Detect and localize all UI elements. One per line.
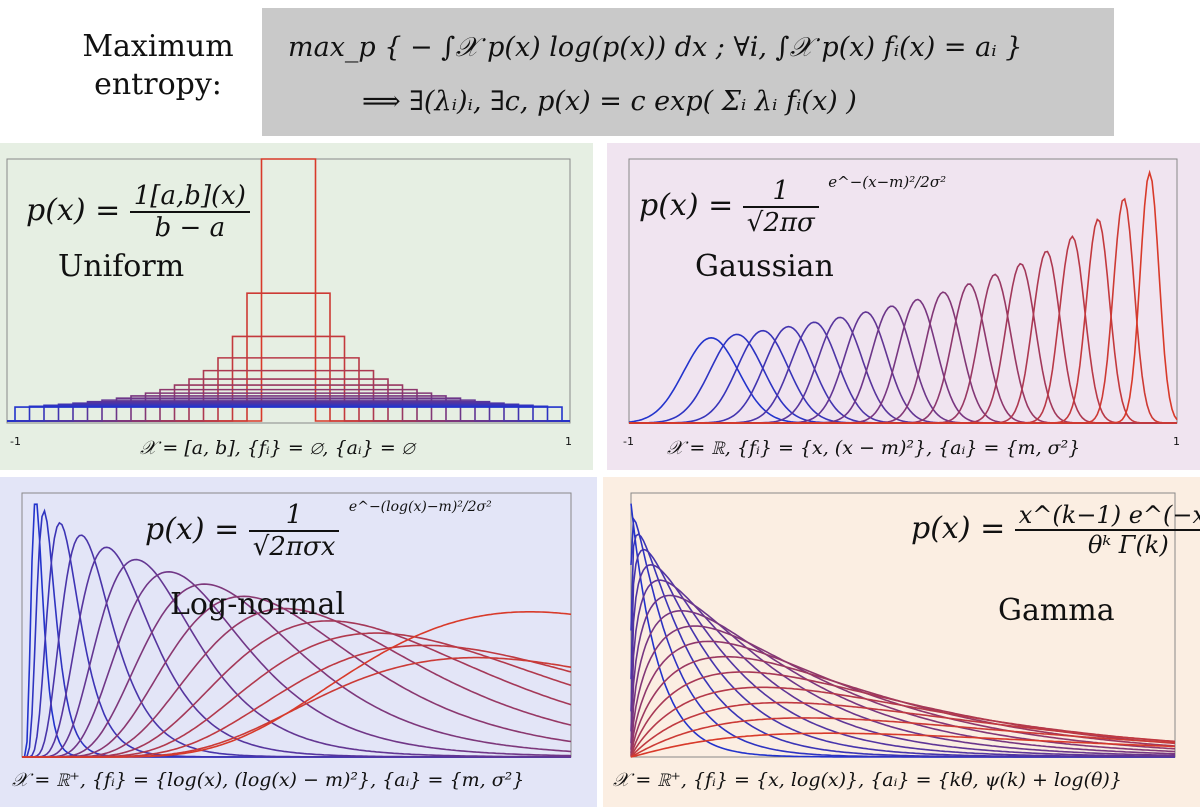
uniform-plot bbox=[0, 143, 593, 470]
gamma-curve-13 bbox=[630, 701, 1176, 758]
uniform-box-12 bbox=[7, 400, 570, 422]
lognormal-curve-9 bbox=[22, 607, 572, 758]
uniform-box-16 bbox=[7, 405, 570, 422]
gamma-curve-14 bbox=[630, 717, 1176, 758]
lognormal-exponent: e^−(log(x)−m)²/2σ² bbox=[348, 499, 492, 515]
uniform-box-17 bbox=[7, 406, 570, 422]
lognormal-fraction: 1 √2πσx bbox=[248, 500, 340, 562]
gaussian-lhs: p(x) = bbox=[639, 188, 734, 223]
uniform-background bbox=[0, 143, 593, 470]
gaussian-fraction: 1 √2πσ bbox=[742, 176, 819, 238]
uniform-denominator: b − a bbox=[129, 211, 250, 243]
gaussian-formula: p(x) = 1 √2πσ e^−(x−m)²/2σ² bbox=[639, 173, 946, 238]
gaussian-support: 𝒳 = ℝ, {fᵢ} = {x, (x − m)²}, {aᵢ} = {m, … bbox=[667, 437, 1081, 459]
gamma-curve-5 bbox=[630, 579, 1175, 758]
gaussian-tick-min: -1 bbox=[623, 435, 634, 448]
lognormal-curve-14 bbox=[22, 611, 572, 758]
formula-line-2: ⟹ ∃(λᵢ)ᵢ, ∃c, p(x) = c exp( Σᵢ λᵢ fᵢ(x) … bbox=[362, 86, 857, 117]
gamma-denominator: θᵏ Γ(k) bbox=[1014, 529, 1200, 559]
gamma-numerator: x^(k−1) e^(−x/θ) bbox=[1018, 501, 1200, 529]
formula-line-1: max_p { − ∫𝒳 p(x) log(p(x)) dx ; ∀i, ∫𝒳 … bbox=[288, 32, 1023, 63]
uniform-tick-max: 1 bbox=[565, 435, 572, 448]
lognormal-support: 𝒳 = ℝ⁺, {fᵢ} = {log(x), (log(x) − m)²}, … bbox=[12, 769, 525, 791]
uniform-box-13 bbox=[7, 402, 570, 422]
lognormal-name: Log-normal bbox=[170, 587, 345, 622]
lognormal-lhs: p(x) = bbox=[145, 512, 240, 547]
panel-lognormal: p(x) = 1 √2πσx e^−(log(x)−m)²/2σ² Log-no… bbox=[0, 477, 597, 807]
gaussian-plot bbox=[607, 143, 1200, 470]
gamma-name: Gamma bbox=[998, 593, 1115, 628]
panel-gamma: p(x) = x^(k−1) e^(−x/θ) θᵏ Γ(k) Gamma 𝒳 … bbox=[603, 477, 1200, 807]
uniform-box-15 bbox=[7, 404, 570, 422]
lognormal-plot bbox=[0, 477, 597, 807]
gamma-curve-6 bbox=[630, 594, 1175, 757]
lognormal-background bbox=[0, 477, 597, 807]
uniform-name: Uniform bbox=[58, 249, 185, 284]
gamma-formula: p(x) = x^(k−1) e^(−x/θ) θᵏ Γ(k) bbox=[911, 501, 1200, 559]
lognormal-curve-5 bbox=[22, 558, 571, 758]
gaussian-exponent: e^−(x−m)²/2σ² bbox=[828, 173, 947, 191]
uniform-tick-min: -1 bbox=[10, 435, 21, 448]
lognormal-formula: p(x) = 1 √2πσx e^−(log(x)−m)²/2σ² bbox=[145, 499, 492, 562]
lognormal-numerator: 1 bbox=[285, 500, 303, 530]
gaussian-numerator: 1 bbox=[772, 176, 790, 206]
gamma-curve-7 bbox=[630, 610, 1175, 755]
gamma-lhs: p(x) = bbox=[911, 511, 1006, 546]
max-entropy-formula-box: max_p { − ∫𝒳 p(x) log(p(x)) dx ; ∀i, ∫𝒳 … bbox=[262, 8, 1114, 136]
gaussian-name: Gaussian bbox=[695, 249, 834, 284]
gamma-fraction: x^(k−1) e^(−x/θ) θᵏ Γ(k) bbox=[1014, 501, 1200, 559]
lognormal-denominator: √2πσx bbox=[248, 530, 340, 562]
lognormal-curve-10 bbox=[22, 620, 572, 758]
panel-uniform: p(x) = 1[a,b](x) b − a Uniform -1 1 𝒳 = … bbox=[0, 143, 593, 470]
uniform-fraction: 1[a,b](x) b − a bbox=[129, 181, 250, 243]
uniform-support: 𝒳 = [a, b], {fᵢ} = ∅, {aᵢ} = ∅ bbox=[140, 437, 415, 459]
gaussian-tick-max: 1 bbox=[1173, 435, 1180, 448]
gamma-plot bbox=[603, 477, 1200, 807]
gaussian-curve-17 bbox=[629, 169, 1178, 424]
gamma-curve-15 bbox=[630, 732, 1176, 758]
gamma-curve-4 bbox=[630, 563, 1175, 758]
lognormal-curve-8 bbox=[22, 595, 572, 758]
panel-gaussian: p(x) = 1 √2πσ e^−(x−m)²/2σ² Gaussian -1 … bbox=[607, 143, 1200, 470]
maximum-entropy-label: Maximum entropy: bbox=[82, 29, 234, 102]
uniform-formula: p(x) = 1[a,b](x) b − a bbox=[26, 181, 250, 243]
lognormal-curve-6 bbox=[22, 570, 572, 758]
uniform-lhs: p(x) = bbox=[26, 193, 121, 228]
uniform-box-14 bbox=[7, 403, 570, 422]
lognormal-curve-7 bbox=[22, 583, 572, 758]
gaussian-denominator: √2πσ bbox=[742, 206, 819, 238]
gamma-support: 𝒳 = ℝ⁺, {fᵢ} = {x, log(x)}, {aᵢ} = {kθ, … bbox=[613, 769, 1122, 791]
uniform-numerator: 1[a,b](x) bbox=[133, 181, 246, 211]
